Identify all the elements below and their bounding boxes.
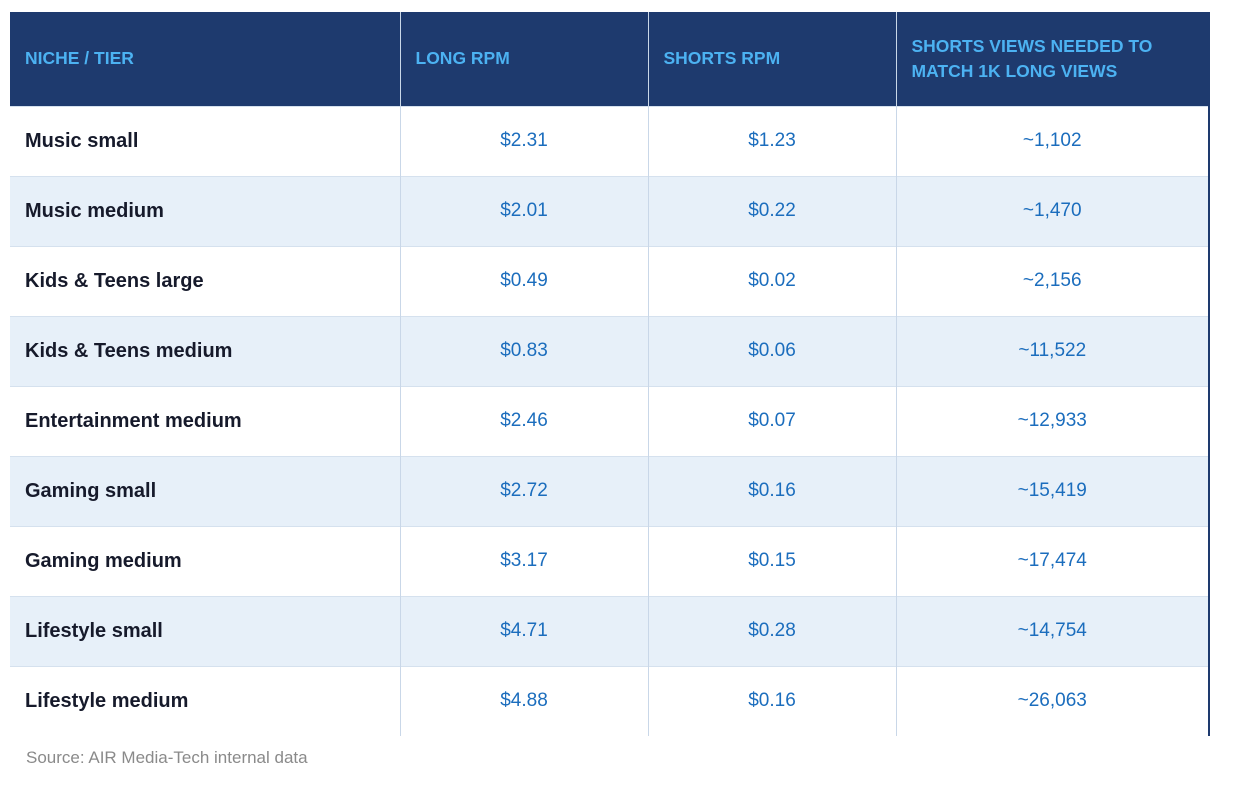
data-cell: $0.06 (647, 315, 896, 386)
data-cell: ~26,063 (895, 665, 1209, 736)
data-cell: ~1,470 (895, 175, 1209, 246)
row-label: Music small (10, 105, 400, 176)
data-cell: $0.02 (647, 245, 896, 316)
table-row: Music medium $2.01 $0.22 ~1,470 (10, 175, 1209, 246)
data-cell: $0.16 (647, 665, 896, 736)
table-row: Kids & Teens large $0.49 $0.02 ~2,156 (10, 245, 1209, 316)
data-cell: $0.22 (647, 175, 896, 246)
data-cell: $0.16 (647, 455, 896, 526)
data-cell: ~12,933 (895, 385, 1209, 456)
table-row: Lifestyle small $4.71 $0.28 ~14,754 (10, 595, 1209, 666)
header-row: NICHE / TIER LONG RPM SHORTS RPM SHORTS VIE… (10, 12, 1209, 106)
data-cell: $0.83 (399, 315, 648, 386)
data-cell: $2.31 (399, 105, 648, 176)
header-cell: SHORTS RPM (647, 12, 896, 106)
data-cell: ~15,419 (895, 455, 1209, 526)
data-cell: $2.72 (399, 455, 648, 526)
data-cell: $0.07 (647, 385, 896, 456)
data-cell: ~2,156 (895, 245, 1209, 316)
header-cell: LONG RPM (399, 12, 648, 106)
data-cell: $0.15 (647, 525, 896, 596)
table-row: Music small $2.31 $1.23 ~1,102 (10, 105, 1209, 176)
row-label: Lifestyle medium (10, 665, 400, 736)
data-cell: $2.46 (399, 385, 648, 456)
table-row: Gaming small $2.72 $0.16 ~15,419 (10, 455, 1209, 526)
table-row: Kids & Teens medium $0.83 $0.06 ~11,522 (10, 315, 1209, 386)
row-label: Gaming small (10, 455, 400, 526)
data-cell: ~11,522 (895, 315, 1209, 386)
data-cell: $0.28 (647, 595, 896, 666)
header-cell: SHORTS VIEWS NEEDED TO MATCH 1K LONG VIE… (895, 12, 1209, 106)
table-row: Entertainment medium $2.46 $0.07 ~12,933 (10, 385, 1209, 456)
data-cell: $3.17 (399, 525, 648, 596)
data-cell: ~14,754 (895, 595, 1209, 666)
table-container: NICHE / TIER LONG RPM SHORTS RPM SHORTS VIE… (10, 12, 1210, 736)
rpm-table: NICHE / TIER LONG RPM SHORTS RPM SHORTS VIE… (10, 12, 1210, 736)
row-label: Gaming medium (10, 525, 400, 596)
data-cell: $0.49 (399, 245, 648, 316)
data-cell: ~17,474 (895, 525, 1209, 596)
source-note: Source: AIR Media-Tech internal data (26, 748, 308, 767)
row-label: Lifestyle small (10, 595, 400, 666)
row-label: Entertainment medium (10, 385, 400, 456)
row-label: Kids & Teens medium (10, 315, 400, 386)
header-cell: NICHE / TIER (10, 12, 400, 106)
table-row: Lifestyle medium $4.88 $0.16 ~26,063 (10, 665, 1209, 736)
data-cell: $2.01 (399, 175, 648, 246)
table-row: Gaming medium $3.17 $0.15 ~17,474 (10, 525, 1209, 596)
data-cell: $4.71 (399, 595, 648, 666)
data-cell: ~1,102 (895, 105, 1209, 176)
row-label: Kids & Teens large (10, 245, 400, 316)
row-label: Music medium (10, 175, 400, 246)
data-cell: $1.23 (647, 105, 896, 176)
data-cell: $4.88 (399, 665, 648, 736)
